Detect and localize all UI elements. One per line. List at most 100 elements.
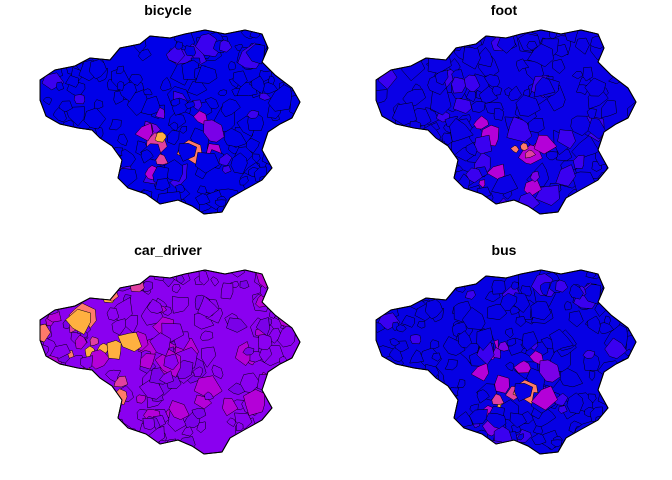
- small-area-region: [184, 101, 195, 110]
- small-area-region: [391, 270, 407, 279]
- small-area-region: [172, 296, 190, 314]
- small-area-region: [429, 188, 445, 204]
- small-area-region: [155, 153, 169, 165]
- small-area-region: [192, 366, 203, 378]
- small-area-region: [256, 373, 274, 391]
- small-area-region: [46, 445, 60, 454]
- region-outline: [39, 29, 301, 215]
- small-area-region: [60, 400, 74, 418]
- region-outline: [375, 269, 637, 455]
- small-area-region: [434, 30, 446, 42]
- small-area-region: [258, 334, 273, 351]
- small-area-region: [601, 99, 617, 119]
- small-area-region: [65, 75, 79, 88]
- small-area-region: [622, 305, 630, 314]
- small-area-region: [575, 37, 590, 55]
- small-area-region: [406, 140, 426, 157]
- small-area-region: [239, 175, 249, 186]
- small-area-region: [384, 397, 396, 408]
- small-area-region: [60, 413, 70, 421]
- small-area-region: [631, 377, 636, 389]
- small-area-region: [513, 360, 532, 374]
- small-area-region: [465, 90, 476, 103]
- small-area-region: [175, 273, 185, 284]
- choropleth-map: [39, 269, 301, 455]
- small-area-region: [434, 142, 453, 166]
- small-area-region: [424, 156, 449, 179]
- small-area-region: [587, 117, 607, 140]
- small-area-region: [401, 52, 410, 62]
- small-area-region: [40, 426, 58, 450]
- small-area-region: [611, 195, 626, 214]
- small-area-region: [46, 444, 64, 454]
- small-area-region: [112, 270, 132, 284]
- small-area-region: [143, 88, 153, 96]
- map-panel-foot: foot: [336, 0, 672, 240]
- small-area-region: [279, 403, 288, 414]
- small-area-region: [412, 165, 424, 176]
- small-area-region: [78, 39, 93, 51]
- small-area-region: [86, 203, 97, 214]
- small-area-region: [226, 417, 237, 427]
- small-area-region: [465, 31, 478, 40]
- small-area-region: [457, 378, 466, 388]
- small-area-region: [622, 392, 636, 419]
- small-area-region: [521, 331, 539, 352]
- small-area-region: [491, 174, 519, 195]
- small-area-region: [386, 385, 402, 402]
- small-area-region: [96, 385, 108, 394]
- small-area-region: [283, 187, 299, 209]
- small-area-region: [80, 355, 93, 370]
- small-area-region: [74, 334, 87, 350]
- small-area-region: [425, 299, 443, 320]
- small-area-region: [376, 322, 386, 333]
- small-area-region: [623, 168, 635, 178]
- small-area-region: [559, 368, 584, 388]
- small-area-region: [178, 143, 197, 162]
- small-area-region: [515, 94, 541, 117]
- small-area-region: [115, 435, 126, 448]
- small-area-region: [379, 41, 393, 56]
- small-area-region: [274, 270, 285, 281]
- small-area-region: [485, 412, 507, 429]
- small-area-region: [257, 426, 281, 454]
- small-area-region: [626, 155, 636, 179]
- choropleth-map: [375, 29, 637, 215]
- small-area-region: [395, 209, 405, 214]
- small-area-region: [491, 280, 506, 295]
- small-area-region: [413, 447, 421, 454]
- small-area-region: [222, 397, 239, 417]
- small-area-region: [195, 33, 221, 57]
- small-area-region: [440, 163, 452, 174]
- small-area-region: [259, 347, 273, 364]
- small-area-region: [49, 343, 71, 359]
- small-area-region: [376, 417, 396, 441]
- small-area-region: [466, 30, 487, 46]
- small-area-region: [89, 59, 107, 80]
- small-area-region: [269, 424, 289, 444]
- small-area-region: [296, 405, 300, 419]
- small-area-region: [439, 445, 457, 454]
- small-area-region: [529, 350, 544, 365]
- small-area-region: [75, 270, 91, 279]
- small-area-region: [63, 392, 76, 406]
- small-area-region: [76, 270, 99, 288]
- small-area-region: [73, 435, 89, 447]
- panel-title: bus: [491, 242, 517, 258]
- small-area-region: [610, 32, 625, 47]
- small-area-region: [376, 145, 387, 157]
- small-area-region: [476, 327, 494, 351]
- small-area-region: [405, 270, 426, 283]
- small-area-region: [245, 137, 260, 154]
- small-area-region: [275, 158, 291, 175]
- small-area-region: [549, 328, 574, 353]
- small-area-region: [568, 310, 584, 328]
- small-area-region: [85, 188, 98, 204]
- small-area-region: [169, 449, 183, 454]
- small-area-region: [116, 80, 125, 91]
- small-area-region: [432, 164, 454, 186]
- small-area-region: [582, 349, 595, 359]
- small-area-region: [65, 106, 85, 127]
- small-area-region: [615, 54, 629, 65]
- small-area-region: [73, 276, 88, 288]
